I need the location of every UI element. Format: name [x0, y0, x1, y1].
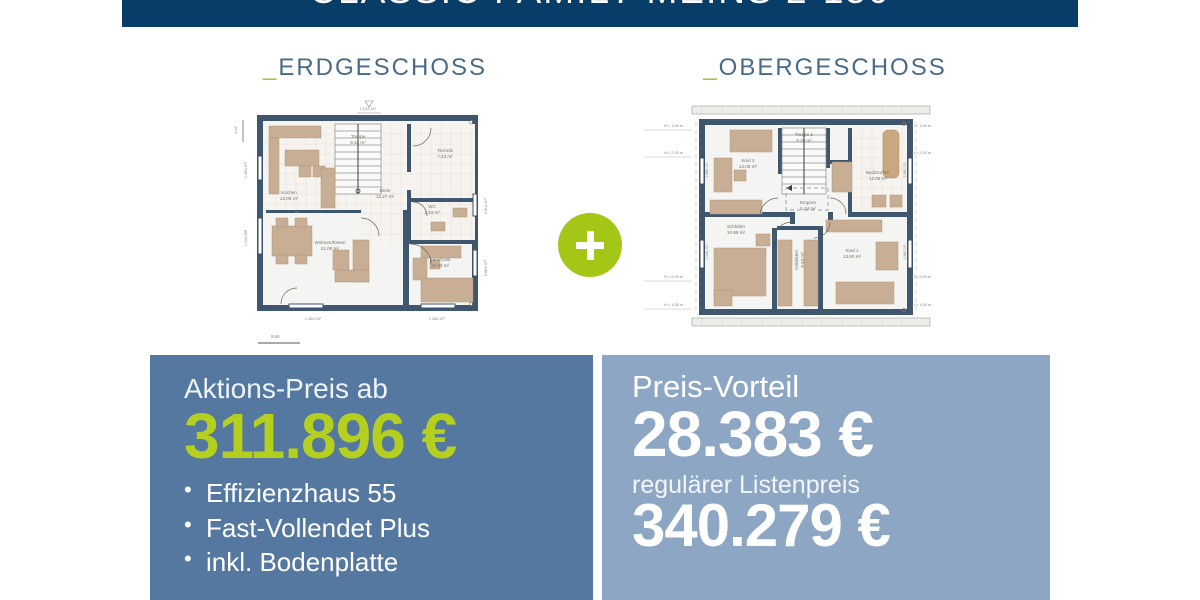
svg-text:1.13/1.07²: 1.13/1.07² [705, 244, 709, 260]
svg-text:1.13/2.09²: 1.13/2.09² [244, 229, 248, 246]
svg-text:H = 1,00 m: H = 1,00 m [664, 302, 683, 307]
svg-text:0.88/1.07²: 0.88/1.07² [484, 259, 488, 276]
svg-text:9.33 m²: 9.33 m² [800, 252, 805, 268]
list-item: inkl. Bodenplatte [184, 544, 559, 579]
heading-underscore: _ [703, 54, 719, 81]
svg-text:Treppe 1: Treppe 1 [795, 132, 814, 137]
svg-text:12.08 m²: 12.08 m² [869, 176, 888, 181]
list-price-label: regulärer Listenpreis [632, 470, 860, 499]
floorplans-section: _ERDGESCHOSS _OBERGESCHOSS [0, 40, 1200, 350]
floorplan-ground-column: _ERDGESCHOSS [150, 40, 600, 82]
list-item: Fast-Vollendet Plus [184, 510, 559, 545]
heading-underscore: _ [262, 54, 279, 81]
upper-floor-drawing: Kind 2 12.05 m² Treppe 1 9.39 m² Bad/Du/WC… [640, 100, 950, 340]
action-price-label: Aktions-Preis ab [184, 373, 388, 404]
page-title: CLASSIC FAMILY MEINS 2-150 [309, 0, 890, 9]
svg-text:9.39 m²: 9.39 m² [796, 138, 812, 143]
svg-text:0.51/1.07²: 0.51/1.07² [484, 197, 488, 214]
svg-text:Schlafen: Schlafen [727, 224, 745, 229]
svg-text:Treppe: Treppe [351, 134, 366, 139]
svg-text:13.80 m²: 13.80 m² [843, 254, 862, 259]
feature-list: Effizienzhaus 55 Fast-Vollendet Plus ink… [184, 475, 559, 579]
svg-text:7.23 m²: 7.23 m² [437, 154, 453, 159]
svg-text:10.99 m²: 10.99 m² [727, 230, 746, 235]
svg-text:Technik: Technik [437, 148, 453, 153]
list-price-value: 340.279 € [632, 491, 891, 559]
list-item: Effizienzhaus 55 [184, 475, 559, 510]
svg-text:H = 2,00 m: H = 2,00 m [664, 150, 683, 155]
svg-text:Kind 2: Kind 2 [741, 158, 754, 163]
svg-text:1.38/2.09¹: 1.38/2.09¹ [305, 317, 322, 321]
heading-text: ERDGESCHOSS [278, 54, 488, 81]
svg-text:12.27 m²: 12.27 m² [376, 194, 395, 199]
svg-text:Diele: Diele [380, 188, 391, 193]
svg-text:Kind 1: Kind 1 [845, 248, 858, 253]
floorplan-upper-column: _OBERGESCHOSS [600, 40, 1050, 82]
svg-text:5.34 m²: 5.34 m² [800, 206, 816, 211]
price-advantage-label: Preis-Vorteil [632, 369, 800, 404]
action-price-value: 311.896 € [184, 400, 457, 473]
heading-text: OBERGESCHOSS [718, 54, 947, 81]
svg-text:1.13/2.21⁵: 1.13/2.21⁵ [360, 107, 377, 111]
svg-text:H = 2,00 m: H = 2,00 m [912, 274, 931, 279]
plus-icon [558, 213, 622, 277]
svg-text:1.38/1.07²: 1.38/1.07² [903, 244, 907, 260]
svg-text:1.38/1.07²: 1.38/1.07² [903, 162, 907, 178]
svg-text:1.38/1.07²: 1.38/1.07² [705, 162, 709, 178]
svg-text:1.38/1.07²: 1.38/1.07² [429, 317, 446, 321]
svg-text:H = 1,00 m: H = 1,00 m [912, 302, 931, 307]
svg-text:8.48: 8.48 [234, 127, 238, 134]
floorplan-upper-heading: _OBERGESCHOSS [600, 54, 1050, 82]
svg-text:Wohnen/Essen: Wohnen/Essen [314, 240, 346, 245]
svg-text:Bad/Du/WC: Bad/Du/WC [866, 170, 891, 175]
svg-text:WC: WC [428, 204, 436, 209]
svg-text:80²: 80² [295, 210, 299, 214]
svg-text:H = 2,00 m: H = 2,00 m [912, 150, 931, 155]
svg-text:Ankleiden: Ankleiden [794, 249, 799, 270]
svg-text:H = 1,00 m: H = 1,00 m [912, 123, 931, 128]
floorplan-ground-heading: _ERDGESCHOSS [150, 54, 600, 82]
svg-text:Kochen: Kochen [281, 190, 297, 195]
svg-text:12.05 m²: 12.05 m² [739, 164, 758, 169]
header-bar: CLASSIC FAMILY MEINS 2-150 [122, 0, 1078, 27]
svg-text:H = 1,00 m: H = 1,00 m [664, 123, 683, 128]
svg-text:12.05 m²: 12.05 m² [280, 196, 299, 201]
action-price-panel: Aktions-Preis ab 311.896 € Effizienzhaus… [150, 355, 593, 600]
svg-text:Büro/Gast: Büro/Gast [430, 257, 451, 262]
svg-text:9.33 m²: 9.33 m² [350, 140, 366, 145]
svg-text:H = 2,00 m: H = 2,00 m [664, 274, 683, 279]
price-advantage-panel: Preis-Vorteil 28.383 € regulärer Listenp… [602, 355, 1050, 600]
svg-text:9.58: 9.58 [271, 334, 280, 339]
svg-text:3.34 m²: 3.34 m² [424, 210, 440, 215]
ground-floor-drawing: Kochen 12.05 m² Treppe 9.33 m² Technik 7.23… [225, 98, 505, 348]
svg-text:10.30 m²: 10.30 m² [431, 263, 450, 268]
price-advantage-value: 28.383 € [632, 397, 874, 470]
svg-text:21.09 m²: 21.09 m² [321, 246, 340, 251]
svg-text:1.38/1.07²: 1.38/1.07² [244, 161, 248, 178]
svg-text:Empore: Empore [800, 200, 817, 205]
